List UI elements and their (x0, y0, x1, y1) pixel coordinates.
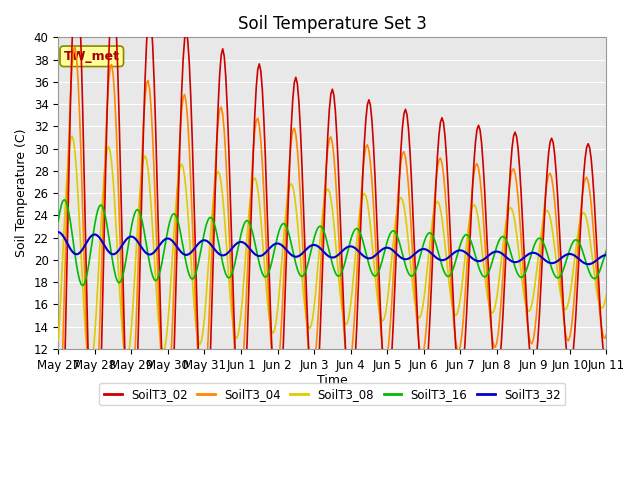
SoilT3_04 (537, 250, 545, 256)
SoilT3_08 (370, 255, 378, 261)
SoilT3_08 (539, 222, 547, 228)
SoilT3_16 (388, 228, 396, 234)
SoilT3_16 (61, 197, 68, 203)
SoilT3_16 (159, 252, 167, 258)
SoilT3_04 (603, 332, 611, 337)
SoilT3_04 (158, 371, 166, 376)
SoilT3_16 (54, 218, 62, 224)
SoilT3_16 (79, 283, 86, 288)
SoilT3_04 (71, 44, 79, 49)
SoilT3_02 (70, 0, 77, 5)
SoilT3_04 (70, 47, 77, 53)
SoilT3_02 (368, 118, 376, 124)
SoilT3_32 (536, 252, 543, 258)
SoilT3_08 (603, 291, 611, 297)
SoilT3_32 (584, 261, 592, 267)
SoilT3_16 (603, 248, 611, 253)
Line: SoilT3_02: SoilT3_02 (58, 0, 607, 480)
Title: Soil Temperature Set 3: Soil Temperature Set 3 (238, 15, 427, 33)
SoilT3_32 (70, 250, 77, 256)
SoilT3_16 (539, 238, 547, 244)
Line: SoilT3_32: SoilT3_32 (58, 232, 607, 264)
SoilT3_16 (71, 252, 79, 258)
SoilT3_02 (603, 364, 611, 370)
SoilT3_02 (387, 375, 394, 381)
SoilT3_32 (367, 255, 374, 261)
SoilT3_08 (68, 133, 76, 139)
SoilT3_08 (400, 203, 408, 209)
Line: SoilT3_16: SoilT3_16 (58, 200, 607, 286)
SoilT3_02 (399, 125, 406, 131)
SoilT3_02 (158, 356, 166, 362)
SoilT3_04 (54, 447, 62, 453)
SoilT3_16 (370, 273, 378, 278)
SoilT3_08 (54, 338, 62, 344)
SoilT3_04 (368, 179, 376, 184)
Line: SoilT3_08: SoilT3_08 (58, 136, 607, 368)
SoilT3_32 (603, 252, 611, 258)
SoilT3_32 (156, 241, 164, 247)
SoilT3_08 (71, 150, 79, 156)
SoilT3_02 (537, 283, 545, 288)
SoilT3_08 (159, 348, 167, 354)
SoilT3_04 (399, 151, 406, 156)
Legend: SoilT3_02, SoilT3_04, SoilT3_08, SoilT3_16, SoilT3_32: SoilT3_02, SoilT3_04, SoilT3_08, SoilT3_… (99, 383, 565, 406)
Text: TW_met: TW_met (64, 50, 120, 63)
SoilT3_08 (86, 365, 94, 371)
SoilT3_04 (387, 323, 394, 328)
SoilT3_32 (54, 229, 62, 235)
SoilT3_16 (400, 257, 408, 263)
Line: SoilT3_04: SoilT3_04 (58, 47, 607, 450)
Y-axis label: Soil Temperature (C): Soil Temperature (C) (15, 129, 28, 257)
SoilT3_32 (385, 245, 392, 251)
SoilT3_32 (397, 255, 404, 261)
SoilT3_08 (388, 255, 396, 261)
X-axis label: Time: Time (317, 374, 348, 387)
